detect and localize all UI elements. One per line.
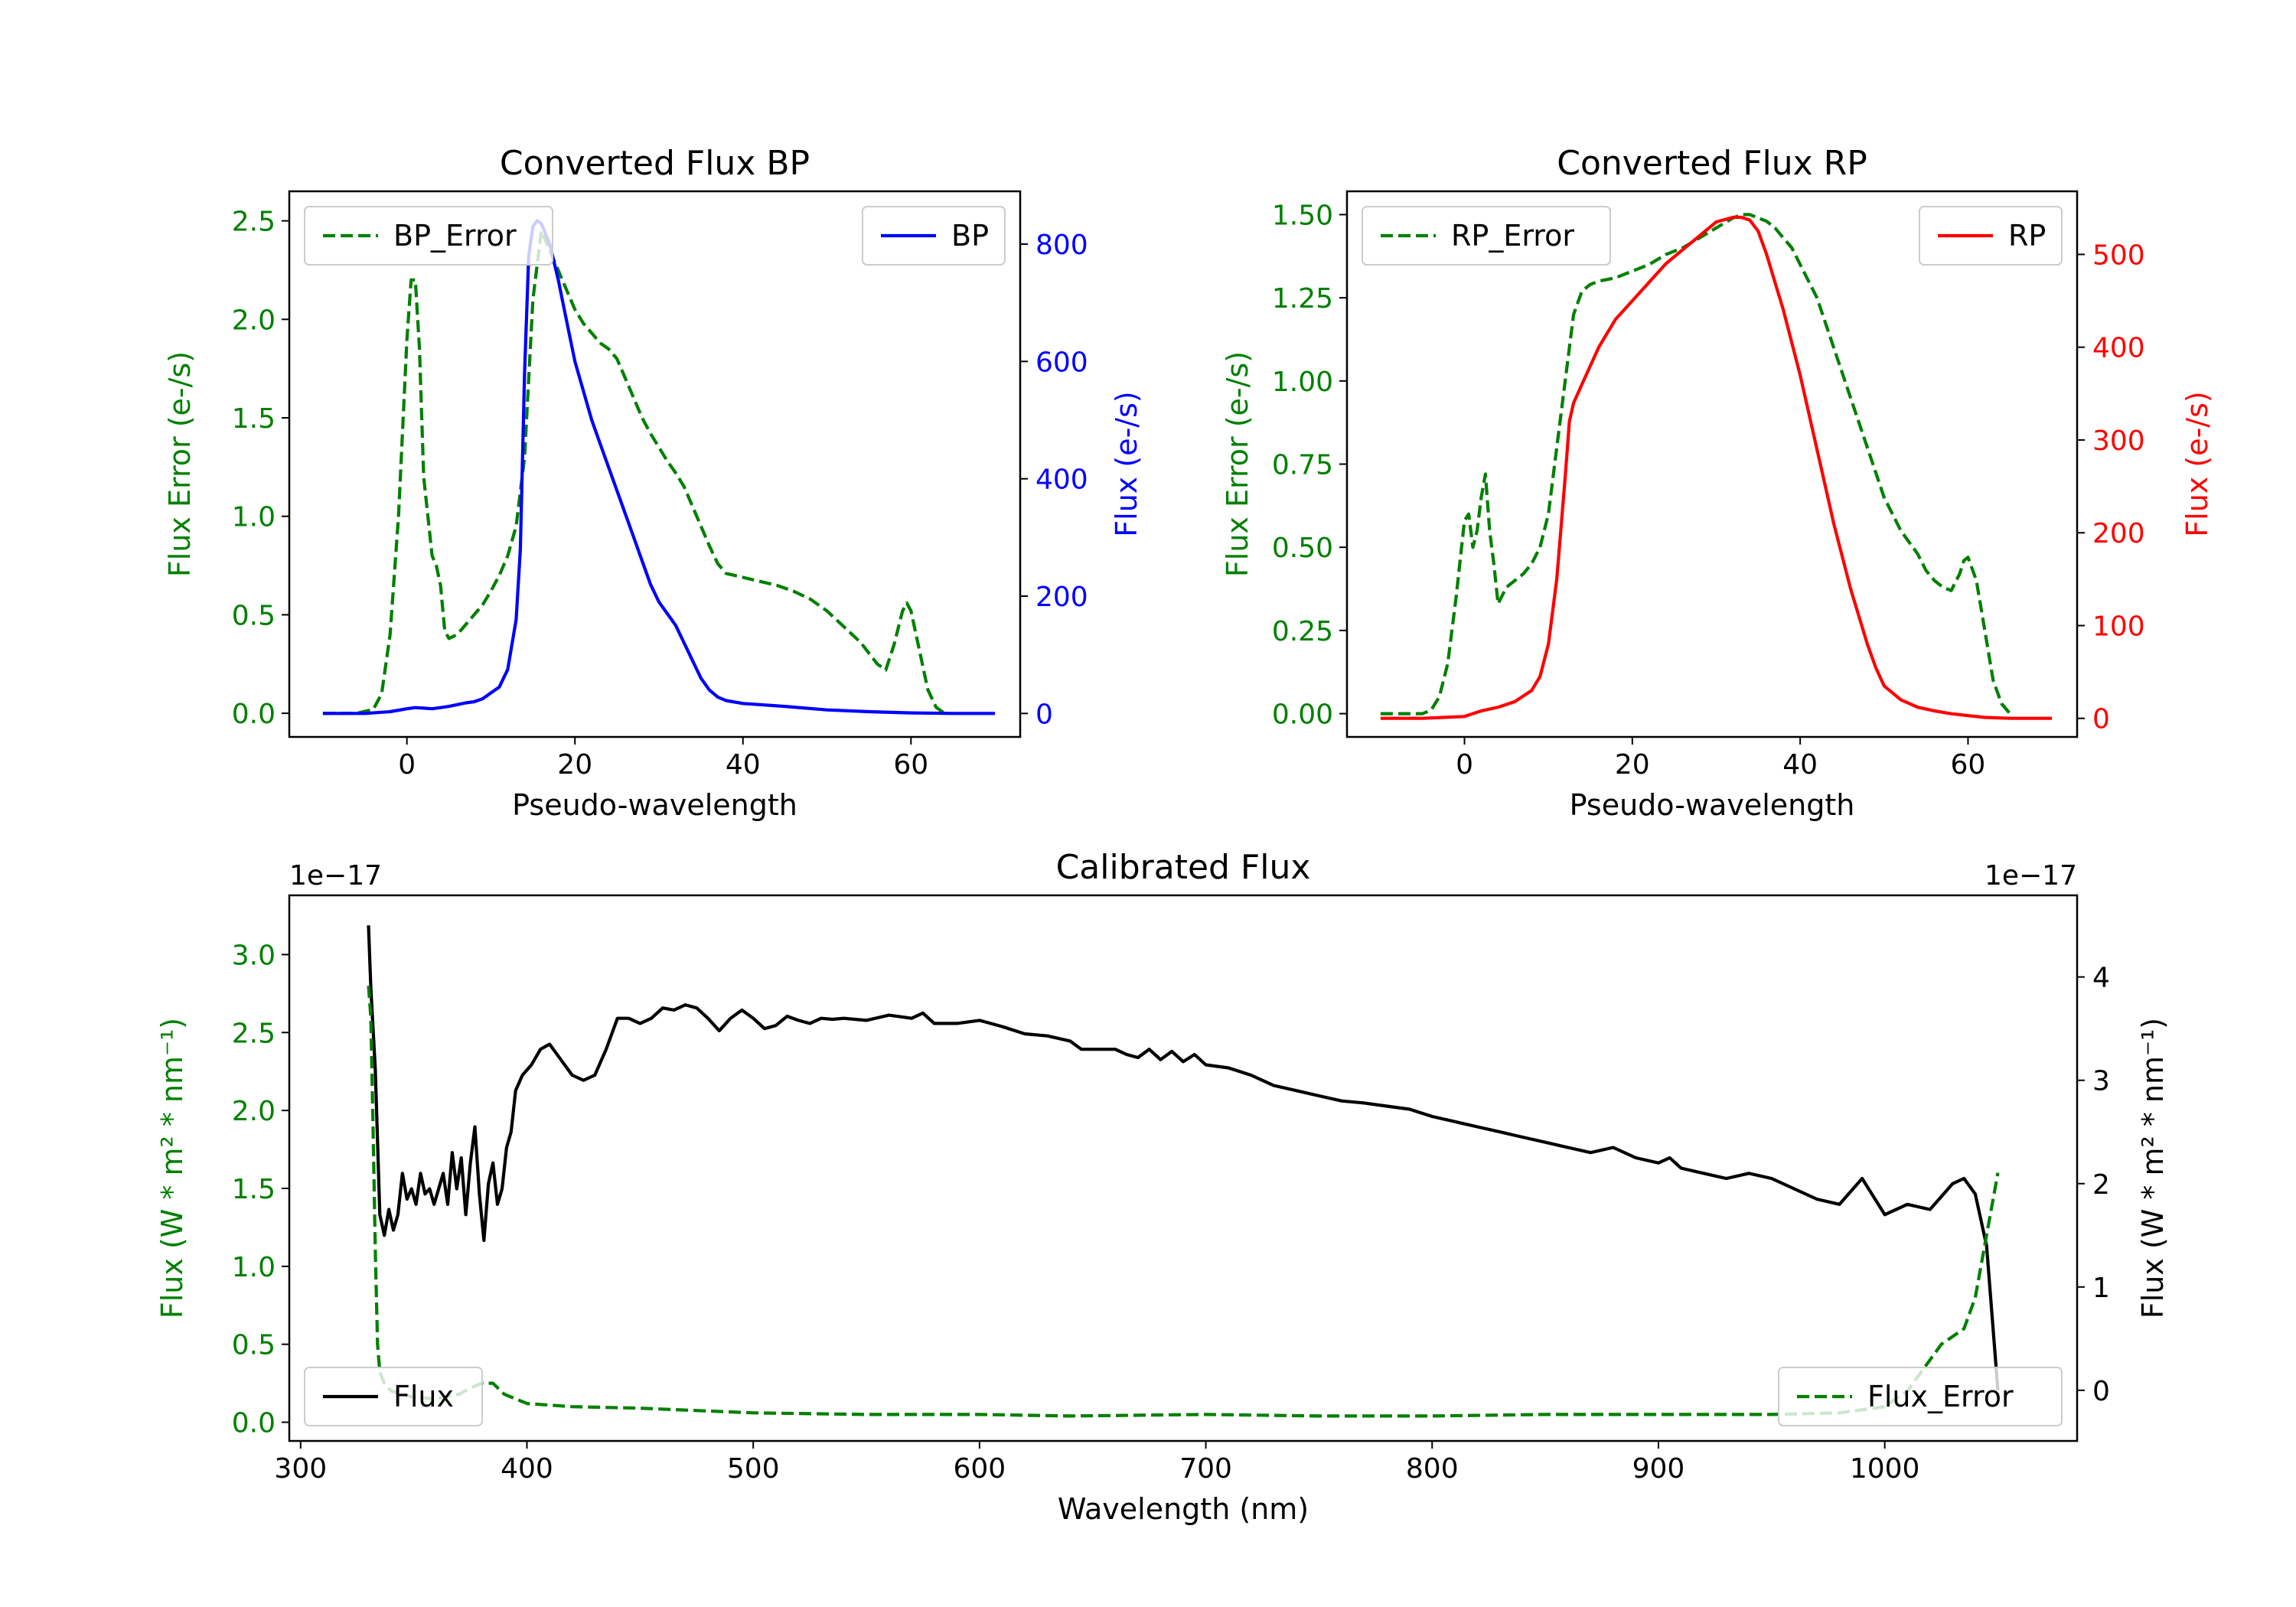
x-tick-label: 20 xyxy=(557,749,592,781)
x-tick-label: 500 xyxy=(727,1453,780,1485)
y-left-tick-label: 2.0 xyxy=(232,1096,276,1127)
x-axis-label: Pseudo-wavelength xyxy=(512,788,797,822)
y-axis-label-left: Flux (W * m² * nm⁻¹) xyxy=(155,1018,189,1319)
x-tick-label: 60 xyxy=(1951,749,1986,781)
y-right-tick-label: 200 xyxy=(1035,582,1088,613)
legend-rp: RP xyxy=(1919,206,2063,266)
x-tick-label: 300 xyxy=(274,1453,327,1485)
y-right-tick-label: 400 xyxy=(2092,333,2145,364)
chart-title: Converted Flux BP xyxy=(500,144,810,183)
legend-label: Flux_Error xyxy=(1867,1380,2014,1413)
y-axis-label-right: Flux (W * m² * nm⁻¹) xyxy=(2136,1018,2170,1319)
offset-label-left: 1e−17 xyxy=(289,860,382,892)
offset-label-right: 1e−17 xyxy=(1985,860,2077,892)
y-left-tick-label: 1.50 xyxy=(1272,200,1333,231)
x-tick-label: 1000 xyxy=(1850,1453,1920,1485)
y-left-tick-label: 0.0 xyxy=(232,699,276,730)
y-axis-label-right: Flux (e-/s) xyxy=(2180,391,2214,536)
y-right-tick-label: 0 xyxy=(2092,1376,2110,1407)
x-axis-label: Wavelength (nm) xyxy=(1058,1492,1309,1526)
x-tick-label: 60 xyxy=(893,749,928,781)
y-left-tick-label: 0.0 xyxy=(232,1408,276,1439)
y-left-tick-label: 0.50 xyxy=(1272,533,1333,564)
y-left-tick-label: 0.5 xyxy=(232,1330,276,1361)
legend-flux: Flux xyxy=(304,1367,483,1426)
legend-bp-error: BP_Error xyxy=(304,206,553,266)
y-left-tick-label: 1.00 xyxy=(1272,367,1333,398)
y-left-tick-label: 1.5 xyxy=(232,1174,276,1205)
x-tick-label: 0 xyxy=(1456,749,1473,781)
y-right-tick-label: 1 xyxy=(2092,1273,2110,1304)
series-line-flux xyxy=(367,925,2000,1390)
y-right-tick-label: 0 xyxy=(1035,699,1053,730)
chart-title: Calibrated Flux xyxy=(1056,848,1311,887)
y-right-tick-label: 4 xyxy=(2092,963,2110,994)
x-tick-label: 400 xyxy=(501,1453,553,1485)
x-axis-label: Pseudo-wavelength xyxy=(1570,788,1855,822)
x-tick-label: 900 xyxy=(1632,1453,1685,1485)
series-line-rp-error xyxy=(1380,213,2011,715)
legend-flux-error: Flux_Error xyxy=(1778,1367,2063,1426)
legend-rp-error: RP_Error xyxy=(1362,206,1611,266)
axes-frame xyxy=(288,190,1022,738)
y-left-tick-label: 0.5 xyxy=(232,600,276,631)
axes-frame xyxy=(288,894,2079,1442)
y-right-tick-label: 100 xyxy=(2092,611,2145,642)
y-right-tick-label: 400 xyxy=(1035,464,1088,496)
x-tick-label: 600 xyxy=(954,1453,1006,1485)
y-left-tick-label: 0.75 xyxy=(1272,450,1333,481)
legend-label: RP xyxy=(2008,219,2046,253)
x-tick-label: 700 xyxy=(1179,1453,1232,1485)
y-right-tick-label: 300 xyxy=(2092,425,2145,457)
y-left-tick-label: 1.25 xyxy=(1272,283,1333,315)
y-right-tick-label: 500 xyxy=(2092,240,2145,271)
y-left-tick-label: 1.0 xyxy=(232,1252,276,1283)
y-axis-label-left: Flux Error (e-/s) xyxy=(163,351,197,577)
x-tick-label: 800 xyxy=(1406,1453,1459,1485)
x-tick-label: 20 xyxy=(1615,749,1650,781)
series-line-rp xyxy=(1380,215,2053,720)
legend-label: BP_Error xyxy=(393,219,517,253)
y-right-tick-label: 200 xyxy=(2092,518,2145,549)
y-axis-label-left: Flux Error (e-/s) xyxy=(1221,351,1254,577)
y-axis-label-right: Flux (e-/s) xyxy=(1110,391,1143,536)
legend-label: BP xyxy=(951,219,989,253)
y-right-tick-label: 800 xyxy=(1035,230,1088,261)
x-tick-label: 0 xyxy=(398,749,416,781)
series-line-bp-error xyxy=(322,229,946,715)
legend-bp: BP xyxy=(862,206,1006,266)
y-left-tick-label: 3.0 xyxy=(232,940,276,971)
y-right-tick-label: 0 xyxy=(2092,704,2110,735)
legend-label: RP_Error xyxy=(1451,219,1574,253)
y-left-tick-label: 1.0 xyxy=(232,502,276,533)
y-right-tick-label: 3 xyxy=(2092,1066,2110,1097)
x-tick-label: 40 xyxy=(1782,749,1818,781)
series-line-flux-error xyxy=(367,986,2000,1418)
y-right-tick-label: 2 xyxy=(2092,1169,2110,1201)
chart-panel-1: 0 20 40 60 0.0 0.5 1.0 1.5 2.0 2.5 0 200 400 600 800 Co… xyxy=(163,144,1143,822)
series-line-bp xyxy=(322,219,996,715)
y-right-tick-label: 600 xyxy=(1035,347,1088,378)
chart-panel-2: 0 20 40 60 0.00 0.25 0.50 0.75 1.00 1.25 1.50 0 100 2… xyxy=(1221,144,2214,822)
y-left-tick-label: 0.25 xyxy=(1272,616,1333,647)
chart-title: Converted Flux RP xyxy=(1557,144,1867,183)
y-left-tick-label: 1.5 xyxy=(232,403,276,435)
legend-label: Flux xyxy=(393,1380,454,1413)
y-left-tick-label: 2.0 xyxy=(232,305,276,336)
y-left-tick-label: 2.5 xyxy=(232,207,276,238)
axes-frame xyxy=(1345,190,2079,738)
y-left-tick-label: 2.5 xyxy=(232,1018,276,1049)
chart-panel-3: 300 400 500 600 700 800 900 1000 0.0 0.5 1.0 1.5 2.0… xyxy=(155,848,2170,1526)
y-left-tick-label: 0.00 xyxy=(1272,699,1333,731)
x-tick-label: 40 xyxy=(726,749,761,781)
